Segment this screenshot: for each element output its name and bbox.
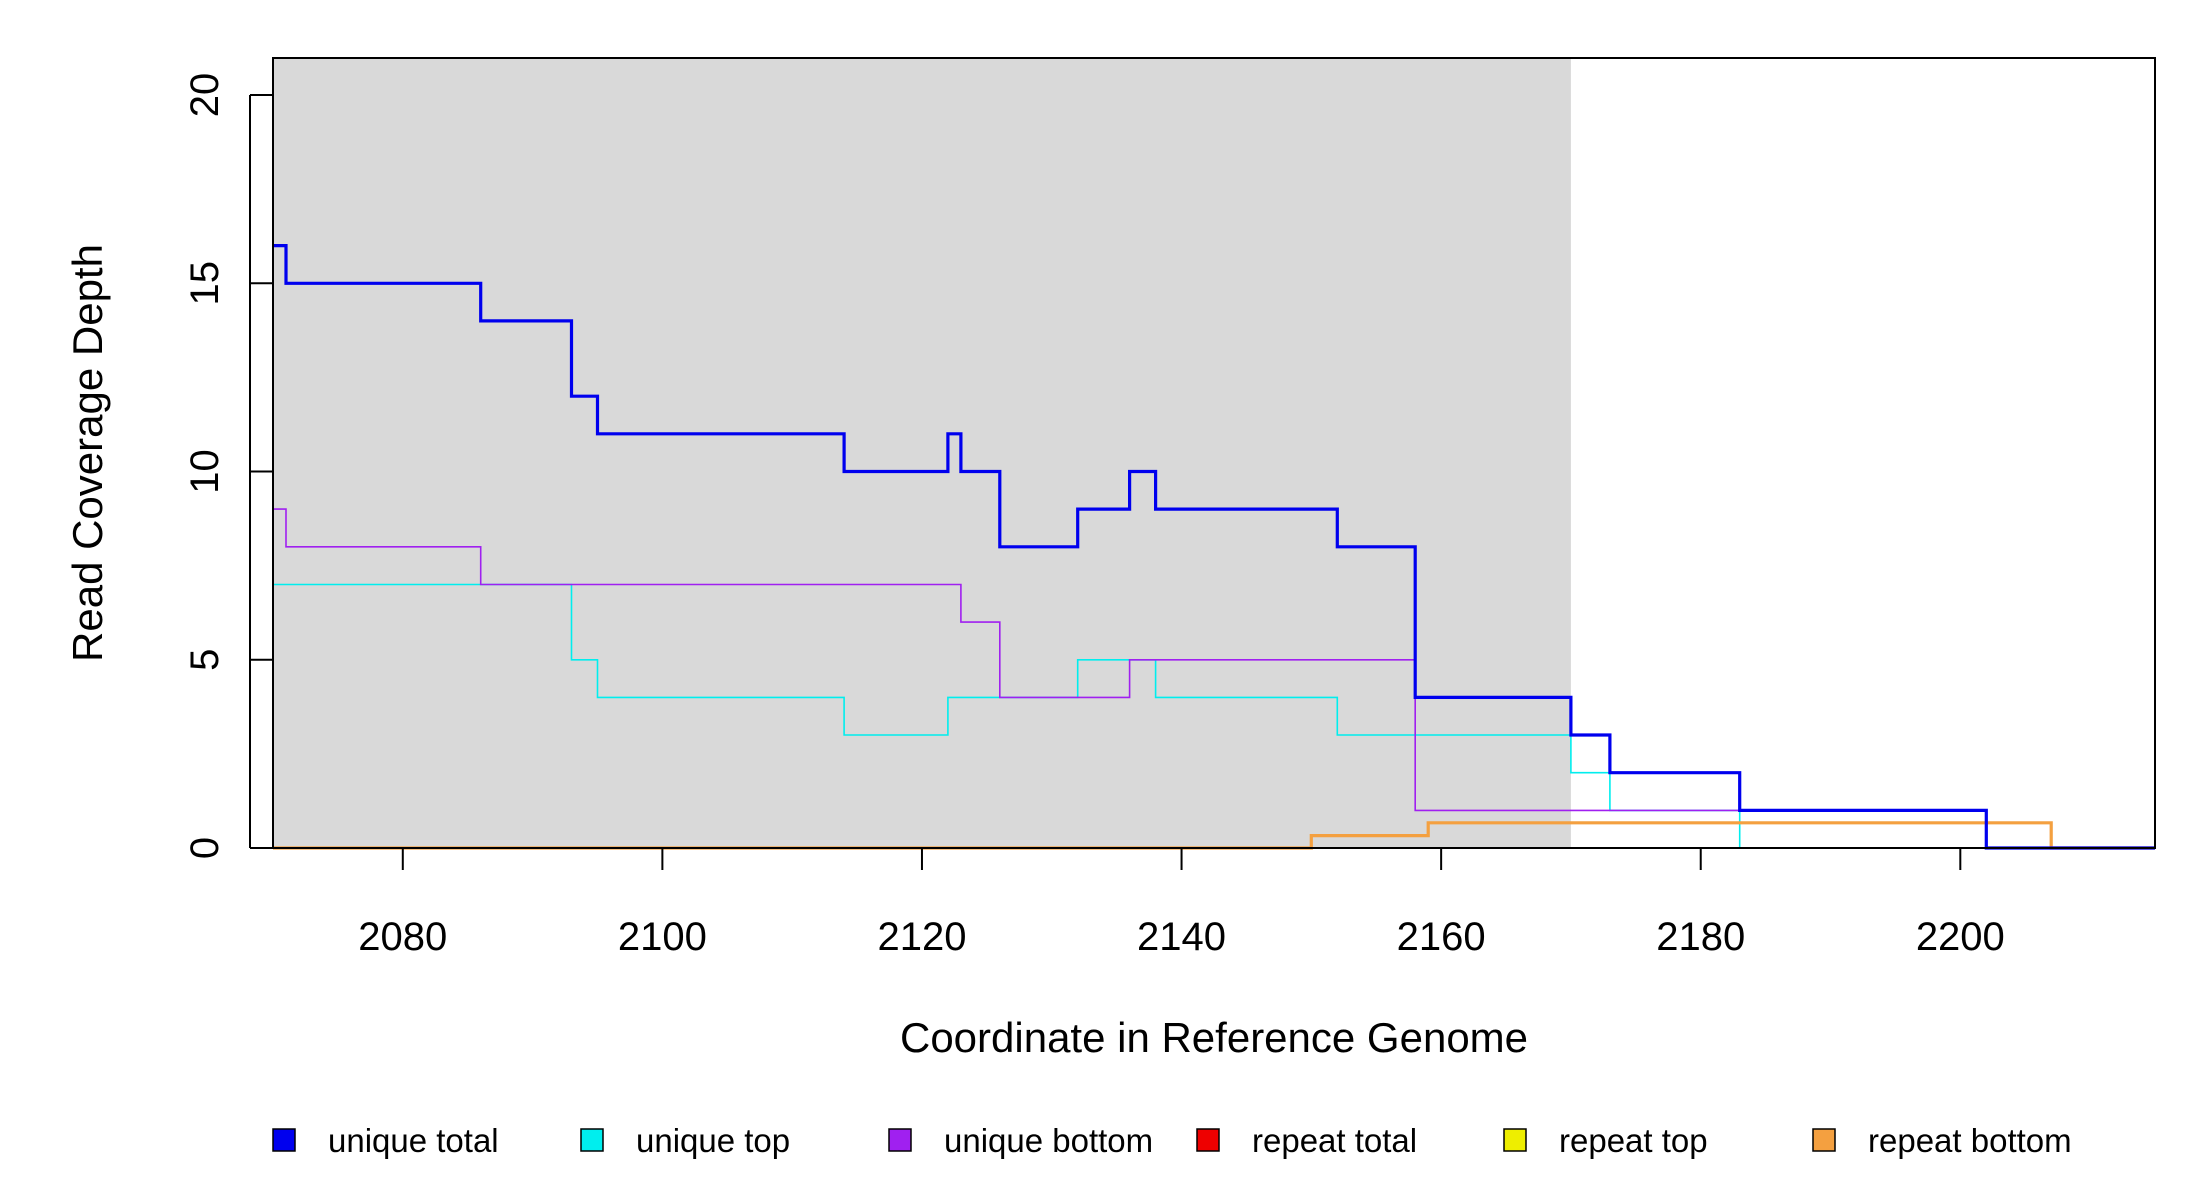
y-axis-title: Read Coverage Depth: [64, 244, 111, 662]
legend: unique total unique top unique bottom repea…: [272, 1122, 2072, 1159]
x-tick-label: 2080: [358, 915, 447, 959]
x-tick-label: 2180: [1656, 915, 1745, 959]
x-tick-label: 2160: [1397, 915, 1486, 959]
legend-item-unique-total: unique total: [272, 1122, 499, 1159]
series-line-unique-top: [273, 583, 2155, 849]
legend-item-repeat-top: repeat top: [1503, 1122, 1708, 1159]
legend-label: repeat top: [1559, 1122, 1708, 1159]
legend-swatch: [580, 1128, 604, 1152]
x-tick-label: 2120: [877, 915, 966, 959]
x-tick-label: 2200: [1916, 915, 2005, 959]
y-tick-label: 10: [183, 449, 227, 494]
x-tick-label: 2140: [1137, 915, 1226, 959]
y-tick-label: 5: [183, 649, 227, 671]
series-line-unique-total: [273, 244, 2155, 850]
y-tick-label: 0: [183, 837, 227, 859]
series-line-unique-bottom: [273, 508, 2155, 849]
legend-swatch: [888, 1128, 912, 1152]
legend-label: unique total: [328, 1122, 499, 1159]
legend-label: repeat bottom: [1868, 1122, 2072, 1159]
y-axis: 0 5 10 15 20: [183, 73, 273, 859]
highlight-region: [273, 58, 1571, 848]
x-tick-label: 2100: [618, 915, 707, 959]
legend-swatch: [1812, 1128, 1836, 1152]
legend-swatch: [1503, 1128, 1527, 1152]
legend-swatch: [1196, 1128, 1220, 1152]
legend-item-unique-bottom: unique bottom: [888, 1122, 1153, 1159]
x-axis: 2080 2100 2120 2140 2160 2180 2200: [358, 848, 2005, 959]
legend-item-unique-top: unique top: [580, 1122, 790, 1159]
legend-label: unique top: [636, 1122, 790, 1159]
legend-item-repeat-bottom: repeat bottom: [1812, 1122, 2072, 1159]
legend-label: unique bottom: [944, 1122, 1153, 1159]
y-tick-label: 20: [183, 73, 227, 118]
legend-label: repeat total: [1252, 1122, 1417, 1159]
series-line-repeat-bottom: [273, 821, 2155, 850]
plot-border: [272, 57, 2156, 849]
y-tick-label: 15: [183, 261, 227, 306]
x-axis-title: Coordinate in Reference Genome: [900, 1014, 1528, 1061]
legend-item-repeat-total: repeat total: [1196, 1122, 1417, 1159]
legend-swatch: [272, 1128, 296, 1152]
